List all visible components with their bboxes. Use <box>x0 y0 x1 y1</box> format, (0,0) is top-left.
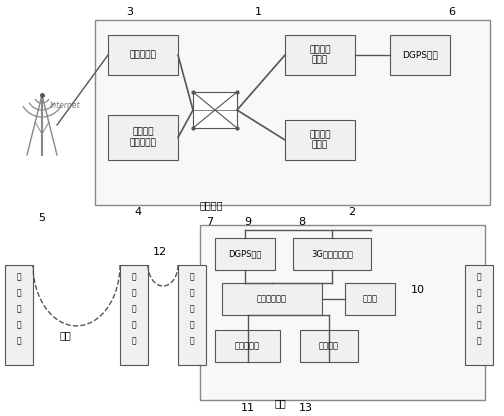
Text: 跟踪定位
客户端: 跟踪定位 客户端 <box>309 130 331 150</box>
Text: 子: 子 <box>190 289 195 297</box>
Text: 器: 器 <box>17 337 21 346</box>
Text: 3G数据传输单元: 3G数据传输单元 <box>311 250 353 258</box>
Text: 12: 12 <box>153 247 167 257</box>
Bar <box>193 92 237 128</box>
Text: 8: 8 <box>298 217 305 227</box>
Text: 挂: 挂 <box>17 305 21 314</box>
Text: 电: 电 <box>132 272 136 282</box>
Text: 接: 接 <box>190 320 195 329</box>
Bar <box>178 265 206 365</box>
Bar <box>390 35 450 75</box>
Text: 6: 6 <box>449 7 456 17</box>
Text: DGPS基站: DGPS基站 <box>402 50 438 59</box>
Text: 接: 接 <box>17 320 21 329</box>
Bar <box>215 330 280 362</box>
Text: 显示器: 显示器 <box>362 295 377 304</box>
Text: 接: 接 <box>132 320 136 329</box>
Bar <box>120 265 148 365</box>
Text: 通信服务器: 通信服务器 <box>130 50 156 59</box>
Text: 5: 5 <box>38 213 45 223</box>
Text: 11: 11 <box>241 403 255 413</box>
Bar <box>300 330 358 362</box>
Text: 车载定位主机: 车载定位主机 <box>257 295 287 304</box>
Bar <box>95 20 490 205</box>
Text: 子: 子 <box>477 289 481 297</box>
Text: 9: 9 <box>244 217 251 227</box>
Bar <box>293 238 371 270</box>
Text: 接: 接 <box>477 320 481 329</box>
Text: DGPS模块: DGPS模块 <box>228 250 262 258</box>
Bar <box>215 238 275 270</box>
Bar <box>285 35 355 75</box>
Text: 器: 器 <box>190 337 195 346</box>
Text: 子: 子 <box>17 289 21 297</box>
Text: 电: 电 <box>190 272 195 282</box>
Bar <box>200 225 485 400</box>
Text: 车皮: 车皮 <box>59 330 71 340</box>
Text: 挂: 挂 <box>132 305 136 314</box>
Text: 电: 电 <box>17 272 21 282</box>
Text: 13: 13 <box>299 403 313 413</box>
Bar <box>108 115 178 160</box>
Text: 3: 3 <box>127 7 134 17</box>
Bar <box>285 120 355 160</box>
Text: 区域中心: 区域中心 <box>200 200 223 210</box>
Text: 联锁状态
采集服务器: 联锁状态 采集服务器 <box>130 128 156 147</box>
Text: 器: 器 <box>132 337 136 346</box>
Text: 7: 7 <box>207 217 214 227</box>
Text: 挂: 挂 <box>190 305 195 314</box>
Text: 传感器组: 传感器组 <box>319 342 339 351</box>
Text: 10: 10 <box>411 285 425 295</box>
Text: Internet: Internet <box>50 101 80 109</box>
Bar <box>465 265 493 365</box>
Text: 子: 子 <box>132 289 136 297</box>
Text: 1: 1 <box>255 7 262 17</box>
Text: 挂: 挂 <box>477 305 481 314</box>
Bar <box>222 283 322 315</box>
Bar <box>5 265 33 365</box>
Text: 电: 电 <box>477 272 481 282</box>
Text: 机车: 机车 <box>274 398 286 408</box>
Text: 2: 2 <box>348 207 355 217</box>
Bar <box>108 35 178 75</box>
Bar <box>345 283 395 315</box>
Text: 器: 器 <box>477 337 481 346</box>
Text: 车列检测器: 车列检测器 <box>235 342 260 351</box>
Text: 跟踪定位
服务器: 跟踪定位 服务器 <box>309 45 331 65</box>
Text: 4: 4 <box>135 207 142 217</box>
